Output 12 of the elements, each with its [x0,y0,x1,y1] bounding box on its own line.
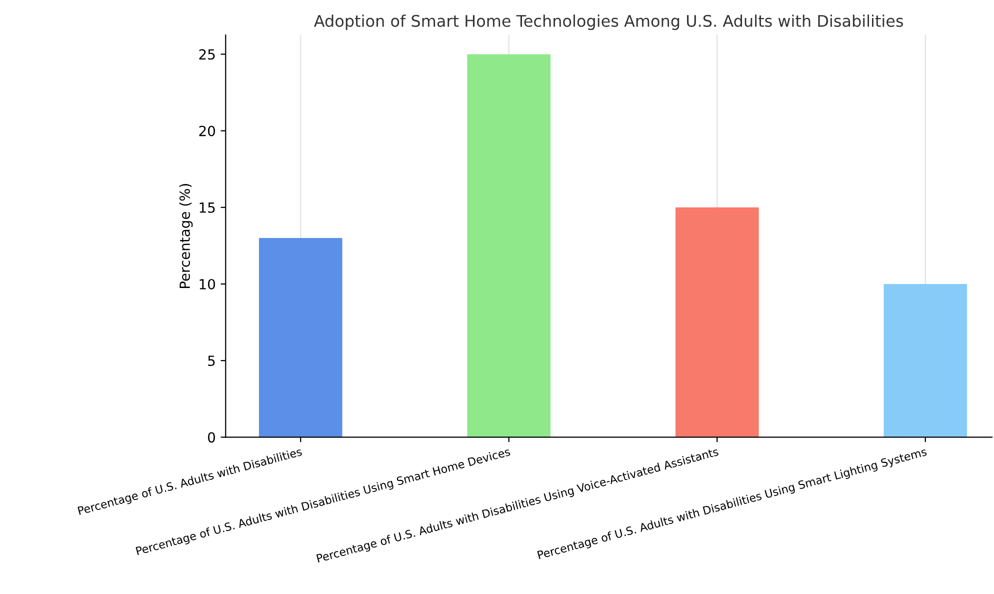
bar [884,284,968,438]
y-tick-label: 20 [199,126,215,136]
bar [675,207,759,438]
y-tick-label: 25 [199,49,215,60]
y-axis-title: Percentage (%) [179,184,193,288]
y-tick-label: 0 [208,432,215,443]
y-tick-label: 10 [200,278,215,290]
bar [467,54,551,438]
y-tick-label: 15 [200,202,215,213]
chart-title: Adoption of Smart Home Technologies Among U.S. Adults with Disabilities [314,14,904,30]
bar [258,238,342,438]
y-tick-label: 5 [208,356,215,366]
